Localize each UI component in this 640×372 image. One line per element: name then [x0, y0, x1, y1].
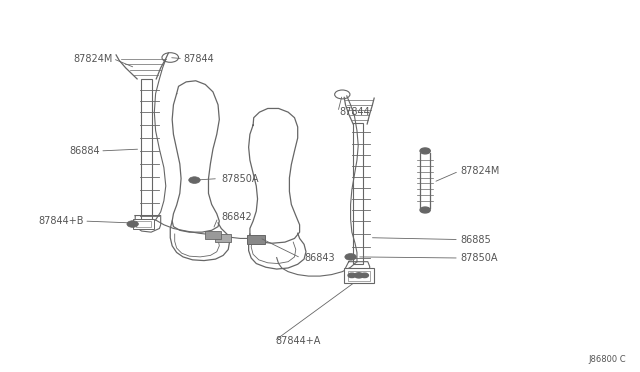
FancyBboxPatch shape	[132, 219, 154, 229]
Circle shape	[348, 273, 356, 278]
Text: 87844+B: 87844+B	[39, 216, 84, 226]
Circle shape	[355, 273, 364, 278]
Text: 86885: 86885	[460, 234, 491, 244]
Circle shape	[361, 273, 369, 278]
FancyBboxPatch shape	[215, 234, 232, 243]
Text: 86842: 86842	[221, 212, 252, 222]
Circle shape	[345, 254, 356, 260]
Text: 87850A: 87850A	[460, 253, 498, 263]
Circle shape	[127, 221, 138, 227]
Circle shape	[420, 148, 430, 154]
Text: 87824M: 87824M	[460, 166, 500, 176]
Text: 86843: 86843	[304, 253, 335, 263]
Text: 87844+A: 87844+A	[275, 336, 321, 346]
Circle shape	[420, 207, 430, 213]
Text: 87844: 87844	[183, 54, 214, 64]
Circle shape	[189, 177, 200, 183]
Text: 87824M: 87824M	[74, 54, 113, 64]
Text: 86884: 86884	[70, 146, 100, 156]
FancyBboxPatch shape	[344, 268, 374, 283]
FancyBboxPatch shape	[247, 235, 265, 244]
Text: 87844: 87844	[339, 107, 370, 117]
Text: 87850A: 87850A	[221, 174, 259, 184]
Text: J86800 C: J86800 C	[588, 355, 626, 364]
FancyBboxPatch shape	[205, 231, 221, 239]
